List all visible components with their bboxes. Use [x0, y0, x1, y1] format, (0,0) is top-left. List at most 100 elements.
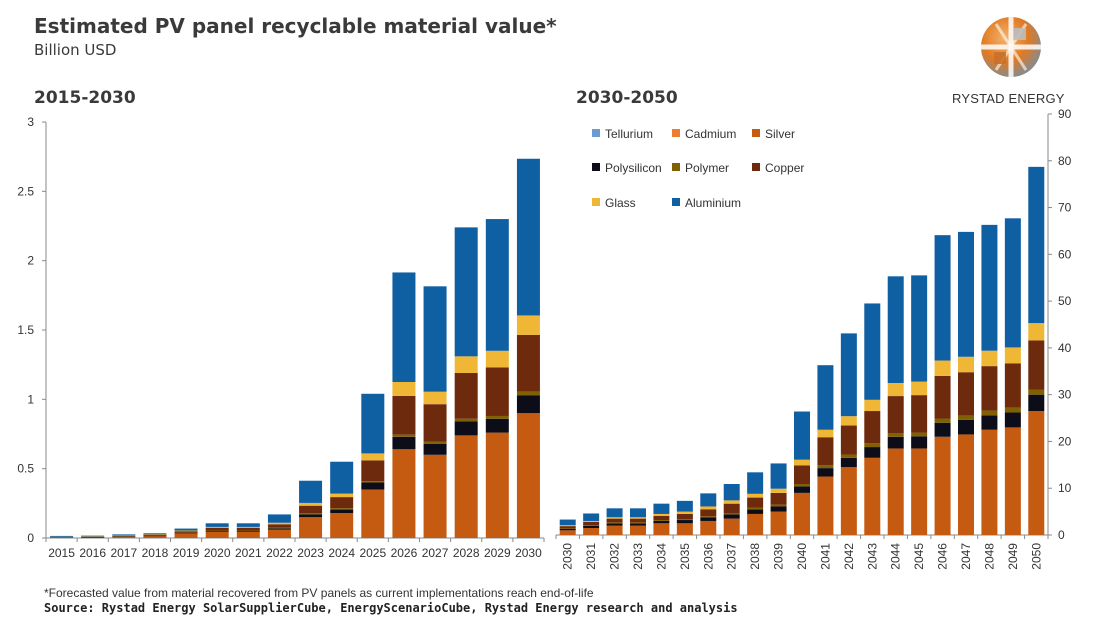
bar-segment-copper-2033 — [630, 518, 646, 523]
bar-segment-silver-2029 — [485, 432, 509, 538]
x-tick-label: 2019 — [173, 546, 200, 560]
bar-segment-glass-2049 — [1004, 347, 1021, 364]
bar-segment-silver-2050 — [1028, 411, 1045, 535]
bar-segment-aluminium-2019 — [174, 528, 198, 531]
bar-segment-polysilicon-2040 — [794, 486, 810, 493]
x-tick-label: 2018 — [142, 546, 169, 560]
bar-segment-copper-2024 — [330, 497, 354, 509]
bar-segment-silver-2045 — [911, 448, 928, 535]
legend-label-polymer: Polymer — [685, 161, 729, 175]
bar-segment-glass-2041 — [817, 429, 834, 438]
x-tick-label: 2036 — [701, 543, 715, 570]
bar-segment-glass-2019 — [174, 530, 198, 532]
bar-segment-polysilicon-2035 — [676, 520, 693, 524]
x-tick-label: 2045 — [912, 543, 926, 570]
x-tick-label: 2028 — [453, 546, 480, 560]
bar-segment-copper-2036 — [700, 509, 717, 517]
y-tick-label: 10 — [1058, 481, 1072, 495]
bar-segment-polysilicon-2045 — [911, 436, 928, 449]
bar-segment-polysilicon-2048 — [981, 415, 998, 430]
legend-label-glass: Glass — [605, 196, 636, 210]
x-tick-label: 2039 — [772, 543, 786, 570]
bar-segment-silver-2037 — [723, 518, 740, 535]
bar-segment-polysilicon-2032 — [606, 523, 623, 526]
bar-segment-copper-2048 — [981, 366, 998, 411]
bar-segment-silver-2046 — [934, 436, 951, 535]
x-tick-label: 2030 — [515, 546, 542, 560]
bar-segment-glass-2015 — [50, 536, 74, 538]
x-tick-label: 2015 — [48, 546, 75, 560]
bar-segment-glass-2028 — [454, 356, 478, 373]
bar-segment-polysilicon-2038 — [747, 509, 764, 514]
x-tick-label: 2030 — [561, 543, 575, 570]
bar-segment-copper-2041 — [817, 437, 834, 466]
bar-segment-copper-2044 — [887, 396, 904, 434]
bar-segment-copper-2032 — [606, 518, 623, 523]
rystad-logo-icon — [981, 17, 1041, 77]
bar-segment-polysilicon-2041 — [817, 468, 834, 477]
bar-segment-polymer-2044 — [887, 433, 904, 437]
bar-segment-polysilicon-2046 — [934, 422, 951, 437]
bar-segment-copper-2019 — [174, 531, 198, 533]
bar-segment-polymer-2019 — [174, 532, 198, 534]
bar-segment-polymer-2045 — [911, 432, 928, 437]
bar-segment-glass-2039 — [770, 488, 787, 493]
bar-segment-aluminium-2015 — [50, 535, 74, 537]
bar-segment-polymer-2035 — [676, 519, 693, 521]
bar-segment-polysilicon-2025 — [361, 482, 385, 490]
bar-segment-polysilicon-2044 — [887, 436, 904, 449]
bar-segment-glass-2017 — [112, 535, 136, 536]
y-tick-label: 2 — [27, 254, 34, 268]
bar-segment-silver-2030 — [559, 530, 576, 535]
x-tick-label: 2022 — [266, 546, 293, 560]
x-tick-label: 2040 — [795, 543, 809, 570]
bar-segment-silver-2020 — [205, 531, 229, 538]
bar-segment-polymer-2040 — [794, 484, 810, 487]
bar-segment-polymer-2037 — [723, 513, 740, 515]
bar-segment-glass-2033 — [630, 517, 646, 519]
bar-segment-polymer-2024 — [330, 508, 354, 510]
y-tick-label: 40 — [1058, 341, 1072, 355]
bar-segment-polysilicon-2016 — [81, 537, 105, 538]
bar-segment-copper-2030 — [516, 334, 540, 392]
x-tick-label: 2038 — [748, 543, 762, 570]
bar-segment-aluminium-2035 — [676, 500, 693, 512]
y-tick-label: 0.5 — [17, 462, 34, 476]
bar-segment-aluminium-2021 — [236, 523, 260, 527]
y-tick-label: 70 — [1058, 201, 1072, 215]
bar-segment-copper-2049 — [1004, 363, 1021, 408]
bar-segment-glass-2037 — [723, 500, 740, 504]
bar-segment-glass-2042 — [840, 416, 857, 426]
y-tick-label: 60 — [1058, 247, 1072, 261]
bar-segment-glass-2034 — [653, 513, 670, 516]
bar-segment-copper-2027 — [423, 404, 447, 442]
bar-segment-silver-2047 — [958, 434, 974, 535]
legend-swatch-polymer — [672, 163, 680, 171]
bar-segment-glass-2027 — [423, 391, 447, 405]
bar-segment-aluminium-2026 — [392, 272, 416, 382]
bar-segment-glass-2020 — [205, 526, 229, 528]
bar-segment-polymer-2038 — [747, 507, 764, 510]
bar-segment-silver-2025 — [361, 489, 385, 538]
bar-segment-silver-2042 — [840, 467, 857, 535]
x-tick-label: 2020 — [204, 546, 231, 560]
bar-segment-silver-2026 — [392, 449, 416, 538]
bar-segment-silver-2018 — [143, 535, 167, 538]
bar-segment-glass-2036 — [700, 506, 717, 510]
bar-segment-aluminium-2045 — [911, 275, 928, 382]
legend-label-polysilicon: Polysilicon — [605, 161, 662, 175]
chart-title: Estimated PV panel recyclable material v… — [34, 14, 557, 38]
bar-segment-polysilicon-2022 — [267, 528, 291, 530]
bar-segment-glass-2043 — [864, 399, 881, 412]
bar-segment-aluminium-2029 — [485, 219, 509, 351]
x-tick-label: 2048 — [982, 543, 996, 570]
bar-segment-polysilicon-2024 — [330, 509, 354, 514]
bar-segment-aluminium-2044 — [887, 276, 904, 383]
bar-segment-glass-2029 — [485, 350, 509, 368]
bar-segment-copper-2030 — [559, 526, 576, 529]
x-tick-label: 2025 — [359, 546, 386, 560]
bar-segment-polymer-2026 — [392, 434, 416, 437]
bar-segment-glass-2022 — [267, 522, 291, 525]
bar-segment-glass-2021 — [236, 526, 260, 528]
